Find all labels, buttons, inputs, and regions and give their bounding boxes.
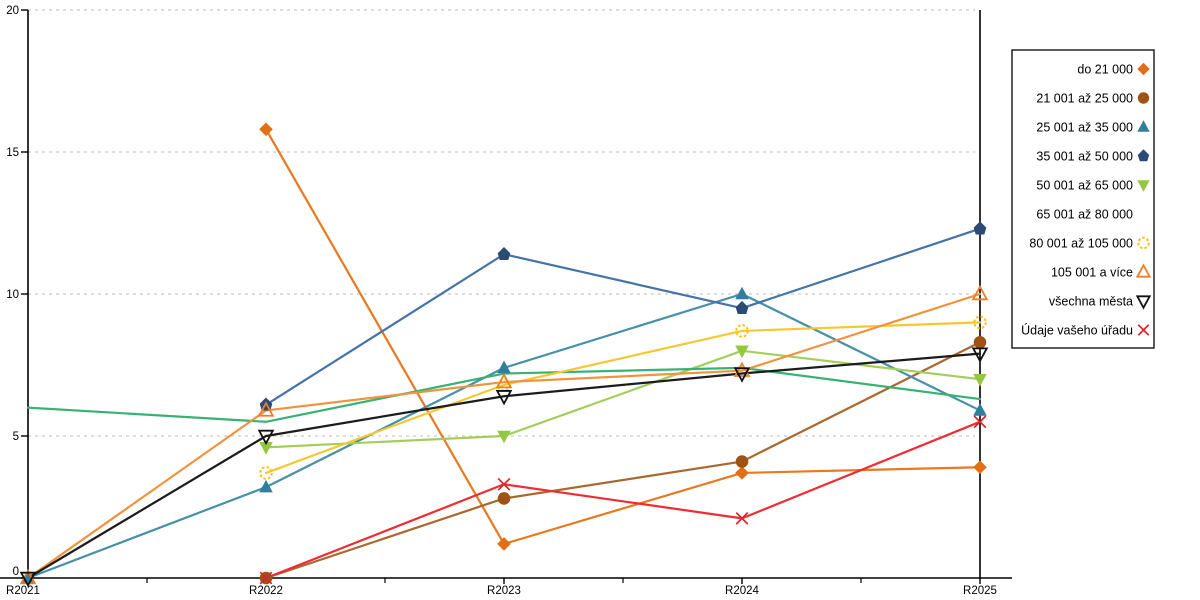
legend-item-7: 105 001 a více [1051,263,1152,280]
marker-triangle-up [495,372,513,389]
x-tick-label-R2024: R2024 [725,585,759,597]
y-tick-label-20: 20 [6,5,19,17]
marker-triangle-down [257,429,275,446]
legend-label: Údaje vašeho úřadu [1021,323,1133,338]
legend-item-3: 35 001 až 50 000 [1036,149,1150,164]
marker-circle [1137,92,1150,104]
marker-circle-dashed [1137,236,1150,250]
marker-pentagon [1137,149,1150,162]
x-tick-label-R2023: R2023 [487,585,521,597]
series-line-7 [26,292,982,580]
marker-triangle-down [259,442,273,455]
legend-item-8: všechna města [1049,295,1152,310]
y-tick-label-5: 5 [13,431,19,443]
axes: 0 5 10 15 20 R2021 R2022 R2023 R2024 R2025 [0,5,1012,597]
x-tick-label-R2025: R2025 [963,585,997,597]
marker-triangle-up [735,286,749,300]
legend-label: všechna města [1049,295,1133,309]
marker-diamond [735,466,749,480]
legend-label: 21 001 až 25 000 [1036,92,1133,106]
series-line-9 [264,420,982,580]
marker-triangle-up [1137,120,1150,132]
marker-pentagon [735,300,749,314]
marker-circle [973,335,987,349]
legend-item-6: 80 001 až 105 000 [1029,236,1150,251]
y-tick-label-0: 0 [13,566,19,578]
x-tick-label-R2022: R2022 [249,585,283,597]
marker-x [735,511,749,525]
marker-diamond [497,537,511,551]
legend-item-1: 21 001 až 25 000 [1036,92,1150,106]
legend-label: do 21 000 [1077,63,1133,77]
y-tick-label-10: 10 [6,289,19,301]
marker-triangle-down [1135,295,1152,310]
marker-circle-dashed [259,466,273,480]
marker-triangle-up [971,284,989,301]
series-lines [26,128,982,580]
marker-triangle-down [19,571,37,588]
legend: do 21 000 21 001 až 25 000 25 001 až 35 00… [1011,49,1155,349]
marker-triangle-down [495,390,513,406]
series-line-4 [264,349,982,449]
legend-box [1011,49,1155,349]
marker-diamond [1137,62,1150,76]
legend-item-5: 65 001 až 80 000 [1036,208,1133,222]
series-markers [19,122,989,588]
x-tick-label-R2021: R2021 [6,585,40,597]
marker-diamond [973,460,987,475]
legend-label: 25 001 až 35 000 [1036,121,1133,135]
marker-pentagon [973,221,987,235]
marker-circle [735,455,749,468]
legend-label: 80 001 až 105 000 [1029,237,1133,251]
marker-circle [497,492,511,505]
legend-item-9: Údaje vašeho úřadu [1021,323,1150,338]
legend-label: 50 001 až 65 000 [1036,179,1133,193]
series-line-8 [26,352,982,580]
marker-triangle-up [1135,263,1152,278]
marker-x [259,571,273,585]
marker-triangle-down [971,347,989,363]
marker-triangle-down [735,345,749,359]
marker-triangle-up [19,568,37,585]
legend-label: 35 001 až 50 000 [1036,150,1133,164]
marker-triangle-up [257,401,275,417]
series-line-3 [264,227,982,406]
legend-label: 105 001 a více [1051,266,1133,280]
marker-circle-dashed [973,315,987,330]
marker-triangle-up [497,360,511,374]
marker-diamond [259,122,273,137]
legend-item-2: 25 001 až 35 000 [1036,120,1150,135]
marker-circle-dashed [735,324,749,338]
marker-triangle-up [973,403,987,416]
marker-pentagon [497,246,511,261]
legend-item-0: do 21 000 [1077,62,1150,77]
marker-triangle-up [733,361,751,377]
series-line-1 [264,341,982,580]
series-line-6 [264,321,982,475]
legend-label: 65 001 až 80 000 [1036,208,1133,222]
marker-x [1137,324,1150,336]
y-tick-label-15: 15 [6,147,19,159]
legend-item-4: 50 001 až 65 000 [1036,179,1150,193]
marker-triangle-down [733,367,751,383]
marker-x [973,415,987,429]
marker-triangle-down [1137,180,1150,192]
marker-triangle-down [973,373,987,387]
marker-triangle-up [259,479,273,493]
marker-x [497,477,511,491]
marker-triangle-down [497,430,511,444]
